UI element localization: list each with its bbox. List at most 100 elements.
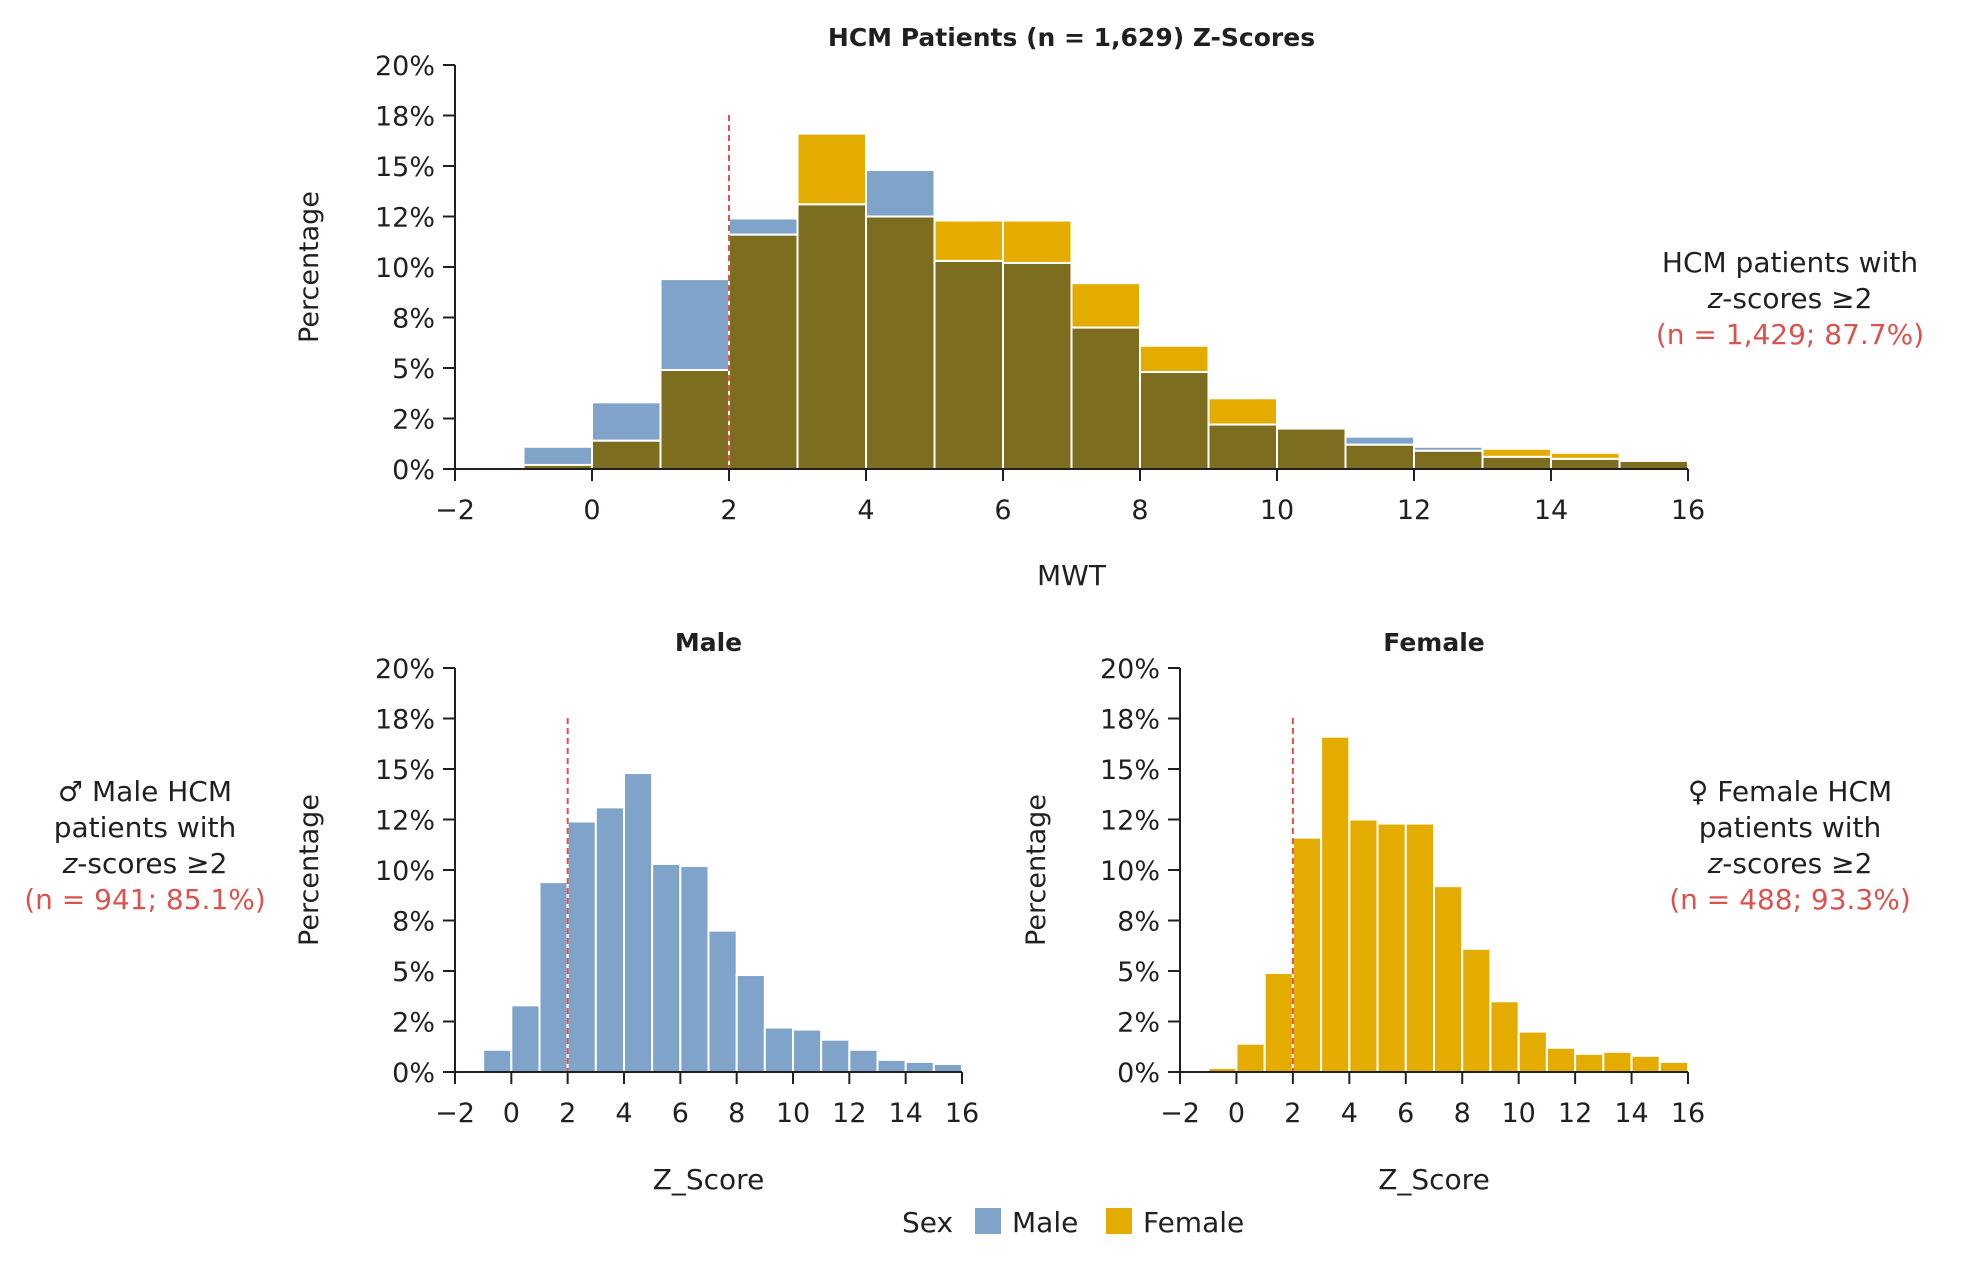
y-tick-label: 10%: [375, 856, 435, 887]
bar-excess-male: [865, 169, 936, 218]
y-tick-label: 2%: [392, 1008, 435, 1039]
bar-female: [1489, 1000, 1520, 1073]
bar-excess-female: [933, 219, 1004, 262]
y-tick-label: 20%: [375, 654, 435, 685]
combined-annotation-count: (n = 1,429; 87.7%): [1655, 318, 1925, 351]
x-tick-label: 10: [1260, 495, 1294, 526]
y-tick-label: 15%: [375, 755, 435, 786]
z-italic: z: [1707, 847, 1723, 880]
bar-male: [792, 1028, 823, 1073]
x-tick-label: 10: [1501, 1098, 1535, 1129]
female-annotation-count: (n = 488; 93.3%): [1669, 883, 1911, 916]
y-tick-label: 5%: [392, 957, 435, 988]
x-tick-label: 2: [1284, 1098, 1301, 1129]
y-tick-label: 12%: [375, 203, 435, 234]
female-annotation-label: Female HCM: [1717, 775, 1893, 808]
combined-title: HCM Patients (n = 1,629) Z-Scores: [828, 23, 1315, 52]
y-tick-label: 15%: [375, 152, 435, 183]
bar-female: [1263, 972, 1294, 1074]
bar-overlap: [659, 369, 730, 470]
x-tick-label: 14: [1534, 495, 1568, 526]
bar-male: [623, 772, 654, 1073]
bar-overlap: [933, 259, 1004, 470]
y-tick-label: 18%: [375, 102, 435, 133]
x-tick-label: 16: [945, 1098, 979, 1129]
bar-excess-male: [1344, 435, 1415, 446]
bar-male: [594, 806, 625, 1073]
bar-overlap: [1481, 455, 1552, 471]
legend-swatch-male: [975, 1208, 1001, 1234]
bar-male: [482, 1048, 513, 1074]
bar-overlap: [1139, 371, 1210, 471]
combined-annotation: HCM patients with z-scores ≥2 (n = 1,429…: [1580, 245, 1962, 353]
male-chart: 0% 2% 5% 8% 10% 12% 15% 18% 20% −2 0 2 4 6 8 10 12 14 16 Ma…: [294, 628, 979, 1196]
combined-annotation-zscores: -scores ≥2: [1722, 282, 1873, 315]
y-tick-label: 10%: [1100, 856, 1160, 887]
bar-female: [1376, 822, 1407, 1073]
combined-chart: 0% 2% 5% 8% 10% 12% 15% 18% 20% −2 0 2 4 6 8 10 12 14 16 HC…: [294, 23, 1705, 592]
y-tick-label: 2%: [392, 405, 435, 436]
male-symbol-icon: ♂: [57, 775, 84, 808]
x-tick-label: 6: [1397, 1098, 1414, 1129]
bar-excess-female: [796, 132, 867, 206]
bar-male: [510, 1004, 541, 1074]
bar-female: [1433, 885, 1464, 1073]
legend-label-female: Female: [1143, 1206, 1244, 1239]
male-annotation-label: Male HCM: [92, 775, 232, 808]
bar-overlap: [796, 203, 867, 470]
bar-male: [904, 1060, 935, 1074]
y-tick-label: 15%: [1100, 755, 1160, 786]
female-xlabel: Z_Score: [1378, 1163, 1490, 1196]
x-tick-label: 8: [1131, 495, 1148, 526]
y-tick-label: 5%: [392, 354, 435, 385]
combined-annotation-line2: z-scores ≥2: [1580, 281, 1962, 317]
male-annotation: ♂ Male HCM patients with z-scores ≥2 (n …: [20, 774, 270, 918]
x-tick-label: 4: [615, 1098, 632, 1129]
male-xlabel: Z_Score: [653, 1163, 765, 1196]
male-annotation-count: (n = 941; 85.1%): [24, 883, 266, 916]
y-tick-label: 0%: [1117, 1058, 1160, 1089]
y-tick-label: 8%: [392, 304, 435, 335]
bar-excess-female: [1002, 219, 1073, 264]
bar-overlap: [1207, 423, 1278, 470]
x-tick-label: 14: [888, 1098, 922, 1129]
male-annotation-line3: z-scores ≥2: [20, 846, 270, 882]
x-tick-label: −2: [435, 1098, 475, 1129]
bar-overlap: [591, 439, 662, 471]
bar-overlap: [1070, 326, 1141, 470]
x-tick-label: 4: [1341, 1098, 1358, 1129]
y-tick-label: 2%: [1117, 1008, 1160, 1039]
bar-female: [1658, 1060, 1690, 1074]
y-tick-label: 18%: [375, 705, 435, 736]
x-tick-label: 6: [672, 1098, 689, 1129]
female-annotation-line2: patients with: [1698, 811, 1882, 844]
bar-overlap: [728, 233, 799, 470]
bar-excess-female: [1207, 397, 1278, 426]
x-tick-label: 8: [1454, 1098, 1471, 1129]
female-ylabel: Percentage: [1021, 794, 1052, 946]
bar-male: [651, 862, 682, 1073]
x-tick-label: 2: [559, 1098, 576, 1129]
x-tick-label: 12: [1397, 495, 1431, 526]
female-title: Female: [1383, 628, 1484, 657]
bar-overlap: [1550, 457, 1621, 470]
legend-title: Sex: [902, 1206, 953, 1239]
y-tick-label: 12%: [1100, 806, 1160, 837]
y-tick-label: 10%: [375, 253, 435, 284]
y-tick-label: 0%: [392, 1058, 435, 1089]
bar-overlap: [1276, 427, 1347, 471]
bar-male: [538, 881, 569, 1073]
legend-label-male: Male: [1012, 1206, 1078, 1239]
y-tick-label: 18%: [1100, 705, 1160, 736]
bar-male: [735, 974, 766, 1073]
bar-female: [1574, 1052, 1605, 1073]
combined-xlabel: MWT: [1037, 559, 1107, 592]
bar-female: [1404, 822, 1436, 1073]
bar-overlap: [1413, 449, 1484, 471]
combined-ylabel: Percentage: [294, 191, 325, 343]
bar-male: [707, 929, 738, 1073]
bar-overlap: [865, 215, 936, 470]
x-tick-label: 16: [1671, 495, 1705, 526]
z-italic: z: [1707, 282, 1723, 315]
